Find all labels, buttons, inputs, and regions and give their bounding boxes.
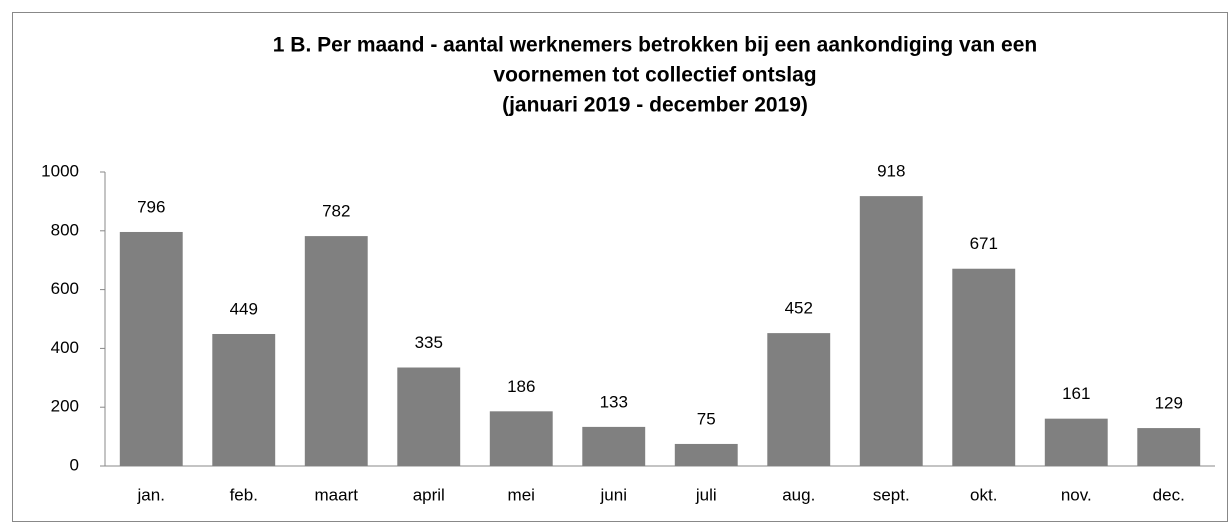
x-tick-label: nov. (1061, 485, 1092, 504)
chart-title: (januari 2019 - december 2019) (502, 94, 808, 117)
x-tick-label: feb. (230, 485, 258, 504)
bar (212, 333, 276, 466)
data-label: 133 (600, 392, 628, 411)
data-label: 918 (877, 162, 905, 181)
data-label: 335 (415, 333, 443, 352)
data-label: 129 (1155, 394, 1183, 413)
data-label: 449 (230, 299, 258, 318)
chart-title: voornemen tot collectief ontslag (493, 64, 816, 87)
bar (1044, 418, 1108, 466)
x-tick-label: sept. (873, 485, 910, 504)
y-tick-label: 400 (51, 338, 79, 357)
x-tick-label: juli (695, 485, 717, 504)
x-tick-label: maart (315, 485, 359, 504)
x-tick-label: aug. (782, 485, 815, 504)
bar (489, 411, 553, 466)
y-tick-label: 800 (51, 220, 79, 239)
x-tick-label: dec. (1153, 485, 1185, 504)
x-tick-label: jan. (137, 485, 165, 504)
x-tick-label: mei (508, 485, 535, 504)
bar (582, 426, 646, 466)
data-label: 671 (970, 234, 998, 253)
data-label: 796 (137, 197, 165, 216)
data-label: 161 (1062, 384, 1090, 403)
data-label: 186 (507, 377, 535, 396)
y-tick-label: 0 (70, 455, 79, 474)
bar (304, 236, 368, 466)
bar (1137, 428, 1201, 466)
bar (674, 443, 738, 466)
chart-title: 1 B. Per maand - aantal werknemers betro… (273, 34, 1037, 57)
x-tick-label: juni (600, 485, 627, 504)
bar (952, 268, 1016, 466)
x-tick-label: april (413, 485, 445, 504)
bar (397, 367, 461, 466)
data-label: 452 (785, 299, 813, 318)
x-tick-label: okt. (970, 485, 997, 504)
bar (767, 333, 831, 466)
y-tick-label: 1000 (41, 161, 79, 180)
bar (859, 196, 923, 466)
y-tick-label: 600 (51, 279, 79, 298)
y-tick-label: 200 (51, 397, 79, 416)
bar (119, 231, 183, 466)
data-label: 75 (697, 409, 716, 428)
data-label: 782 (322, 202, 350, 221)
